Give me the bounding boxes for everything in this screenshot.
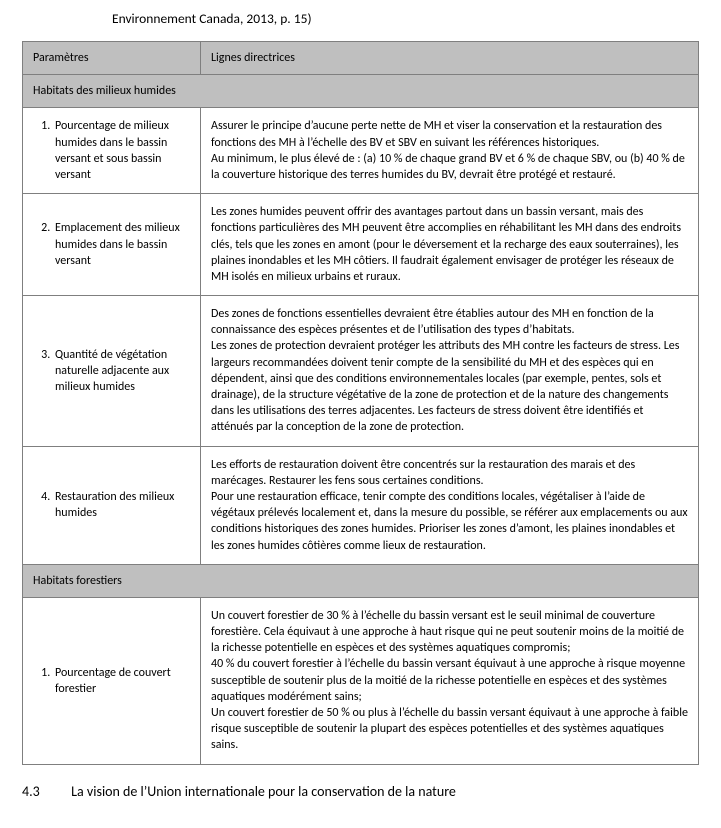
section-heading-row: Habitats forestiers [23, 564, 699, 597]
param-cell: Quantité de végétation naturelle adjacen… [23, 296, 201, 447]
table-row: Pourcentage de couvert forestier Un couve… [23, 597, 699, 764]
directive-cell: Les efforts de restauration doivent être… [201, 446, 699, 564]
section-number: 4.3 [22, 783, 68, 800]
section-heading-cell: Habitats forestiers [23, 564, 699, 597]
param-item: Quantité de végétation naturelle adjacen… [53, 347, 192, 396]
param-cell: Restauration des milieux humides [23, 446, 201, 564]
table-row: Emplacement des milieux humides dans le … [23, 194, 699, 296]
param-cell: Pourcentage de milieux humides dans le b… [23, 108, 201, 194]
param-item: Restauration des milieux humides [53, 489, 192, 521]
guidelines-table: Paramètres Lignes directrices Habitats d… [22, 41, 699, 765]
param-cell: Emplacement des milieux humides dans le … [23, 194, 201, 296]
directive-cell: Les zones humides peuvent offrir des ava… [201, 194, 699, 296]
table-row: Quantité de végétation naturelle adjacen… [23, 296, 699, 447]
section-heading: 4.3 La vision de l’Union internationale … [22, 783, 699, 800]
directive-cell: Des zones de fonctions essentielles devr… [201, 296, 699, 447]
directive-cell: Assurer le principe d’aucune perte nette… [201, 108, 699, 194]
param-item: Emplacement des milieux humides dans le … [53, 220, 192, 269]
section-heading-cell: Habitats des milieux humides [23, 75, 699, 108]
col-header-directive: Lignes directrices [201, 42, 699, 75]
param-item: Pourcentage de couvert forestier [53, 665, 192, 697]
param-item: Pourcentage de milieux humides dans le b… [53, 118, 192, 183]
col-header-param: Paramètres [23, 42, 201, 75]
table-row: Restauration des milieux humides Les effo… [23, 446, 699, 564]
param-cell: Pourcentage de couvert forestier [23, 597, 201, 764]
table-row: Pourcentage de milieux humides dans le b… [23, 108, 699, 194]
section-heading-row: Habitats des milieux humides [23, 75, 699, 108]
figure-caption: Environnement Canada, 2013, p. 15) [112, 10, 699, 27]
section-title: La vision de l’Union internationale pour… [71, 783, 456, 800]
table-header-row: Paramètres Lignes directrices [23, 42, 699, 75]
directive-cell: Un couvert forestier de 30 % à l’échelle… [201, 597, 699, 764]
